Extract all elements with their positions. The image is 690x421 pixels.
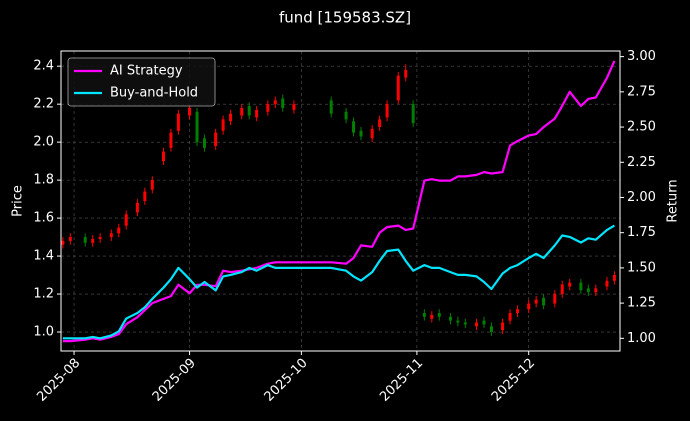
candle-body [247,106,251,116]
candle-body [329,100,333,114]
candle-body [202,138,206,148]
return-line [62,60,616,343]
candle-body [214,132,218,146]
y2-tick-label: 2.75 [627,84,656,99]
y2-tick-label: 2.25 [627,155,656,170]
candle-body [475,322,479,327]
candle-body [378,119,382,127]
candle-body [579,282,583,291]
candle-body [586,288,590,293]
legend-box [67,57,216,107]
candle-body [404,69,408,78]
candle-body [430,314,434,319]
y-tick-label: 2.4 [33,59,54,74]
candle-body [560,284,564,295]
candle-body [508,313,512,321]
candle-body [344,111,348,120]
candle-body [352,121,356,133]
chart-title: fund [159583.SZ] [279,9,411,27]
candle-body [605,280,609,287]
y2-tick-label: 3.00 [627,49,656,64]
return-line [62,224,615,340]
candle-body [195,111,199,143]
y2-tick-label: 1.75 [627,225,656,240]
candle-body [422,313,426,317]
candle-body [124,214,128,226]
candle-body [489,326,493,333]
candle-body [456,320,460,323]
candle-body [266,104,270,112]
candle-body [143,191,147,201]
y2-tick-label: 1.00 [627,331,656,346]
y2-tick-label: 2.50 [627,120,656,135]
candle-body [594,288,598,293]
candle-body [527,303,531,310]
candle-body [482,320,486,325]
y-tick-label: 2.0 [33,135,54,150]
y-tick-label: 1.4 [33,249,54,264]
y2-axis-label: Return [666,179,681,222]
legend-label: AI Strategy [110,64,183,79]
y-tick-label: 1.2 [33,287,54,302]
candle-body [135,202,139,213]
candle-body [359,130,363,137]
candle-body [117,227,121,234]
plot-frame [60,50,621,352]
candle-body [83,237,87,243]
candle-body [463,322,467,325]
candle-body [553,294,557,304]
candle-body [150,180,154,190]
candle-body [188,107,192,116]
candle-body [161,151,165,162]
y-axis-label: Price [11,185,26,217]
candle-body [61,240,65,245]
candle-body [273,100,277,105]
candle-body [98,237,102,239]
candle-body [370,128,374,139]
candle-body [516,309,520,314]
candle-body [91,238,95,243]
y-tick-label: 2.2 [33,97,54,112]
candle-body [109,233,113,238]
candle-body [281,98,285,108]
candle-body [240,107,244,116]
y-tick-label: 1.0 [33,325,54,340]
candle-body [229,113,233,122]
candle-body [411,104,415,124]
candle-body [437,313,441,317]
y2-tick-label: 1.50 [627,260,656,275]
candle-body [68,237,72,241]
y2-tick-label: 1.25 [627,296,656,311]
legend-label: Buy-and-Hold [110,86,198,101]
candle-body [292,104,296,110]
candle-body [176,113,180,131]
candle-body [396,75,400,101]
candle-body [221,119,225,131]
candle-body [385,104,389,118]
y-tick-label: 1.6 [33,211,54,226]
candle-body [568,282,572,287]
candle-body [542,297,546,306]
y2-tick-label: 2.00 [627,190,656,205]
candle-body [169,132,173,148]
candle-body [534,299,538,304]
y-tick-label: 1.8 [33,173,54,188]
candle-body [612,275,616,281]
candle-body [448,316,452,321]
candle-body [501,322,505,331]
candle-body [255,109,259,118]
